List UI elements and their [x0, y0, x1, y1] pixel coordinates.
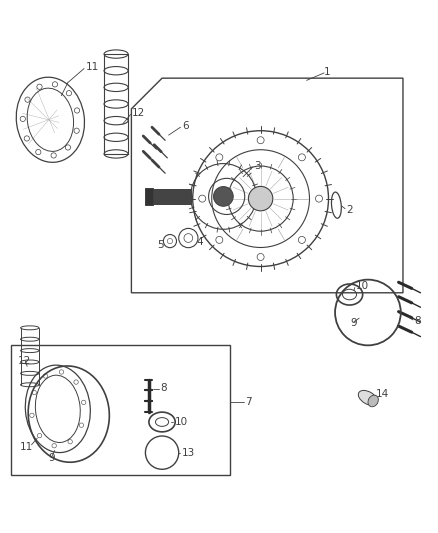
Polygon shape [145, 188, 153, 205]
Text: 10: 10 [356, 281, 369, 291]
Text: 10: 10 [174, 417, 187, 427]
Text: 7: 7 [245, 397, 252, 407]
Text: 12: 12 [18, 356, 31, 366]
Text: 9: 9 [48, 454, 55, 463]
Text: 8: 8 [414, 316, 420, 326]
Text: 8: 8 [160, 383, 166, 393]
Text: 1: 1 [324, 67, 331, 77]
Ellipse shape [368, 395, 378, 407]
Text: 9: 9 [350, 318, 357, 328]
Text: 14: 14 [376, 390, 389, 399]
Ellipse shape [358, 391, 378, 406]
Text: 13: 13 [182, 448, 195, 458]
Text: 11: 11 [20, 442, 33, 452]
Text: 3: 3 [254, 161, 261, 171]
Text: 11: 11 [85, 62, 99, 72]
Text: 6: 6 [182, 122, 188, 131]
Text: 2: 2 [346, 205, 353, 215]
Circle shape [248, 187, 273, 211]
Circle shape [214, 187, 233, 206]
Text: 4: 4 [196, 237, 203, 247]
Text: 12: 12 [131, 108, 145, 118]
Polygon shape [153, 189, 191, 204]
Bar [11, 345, 230, 474]
Text: 5: 5 [157, 240, 163, 251]
